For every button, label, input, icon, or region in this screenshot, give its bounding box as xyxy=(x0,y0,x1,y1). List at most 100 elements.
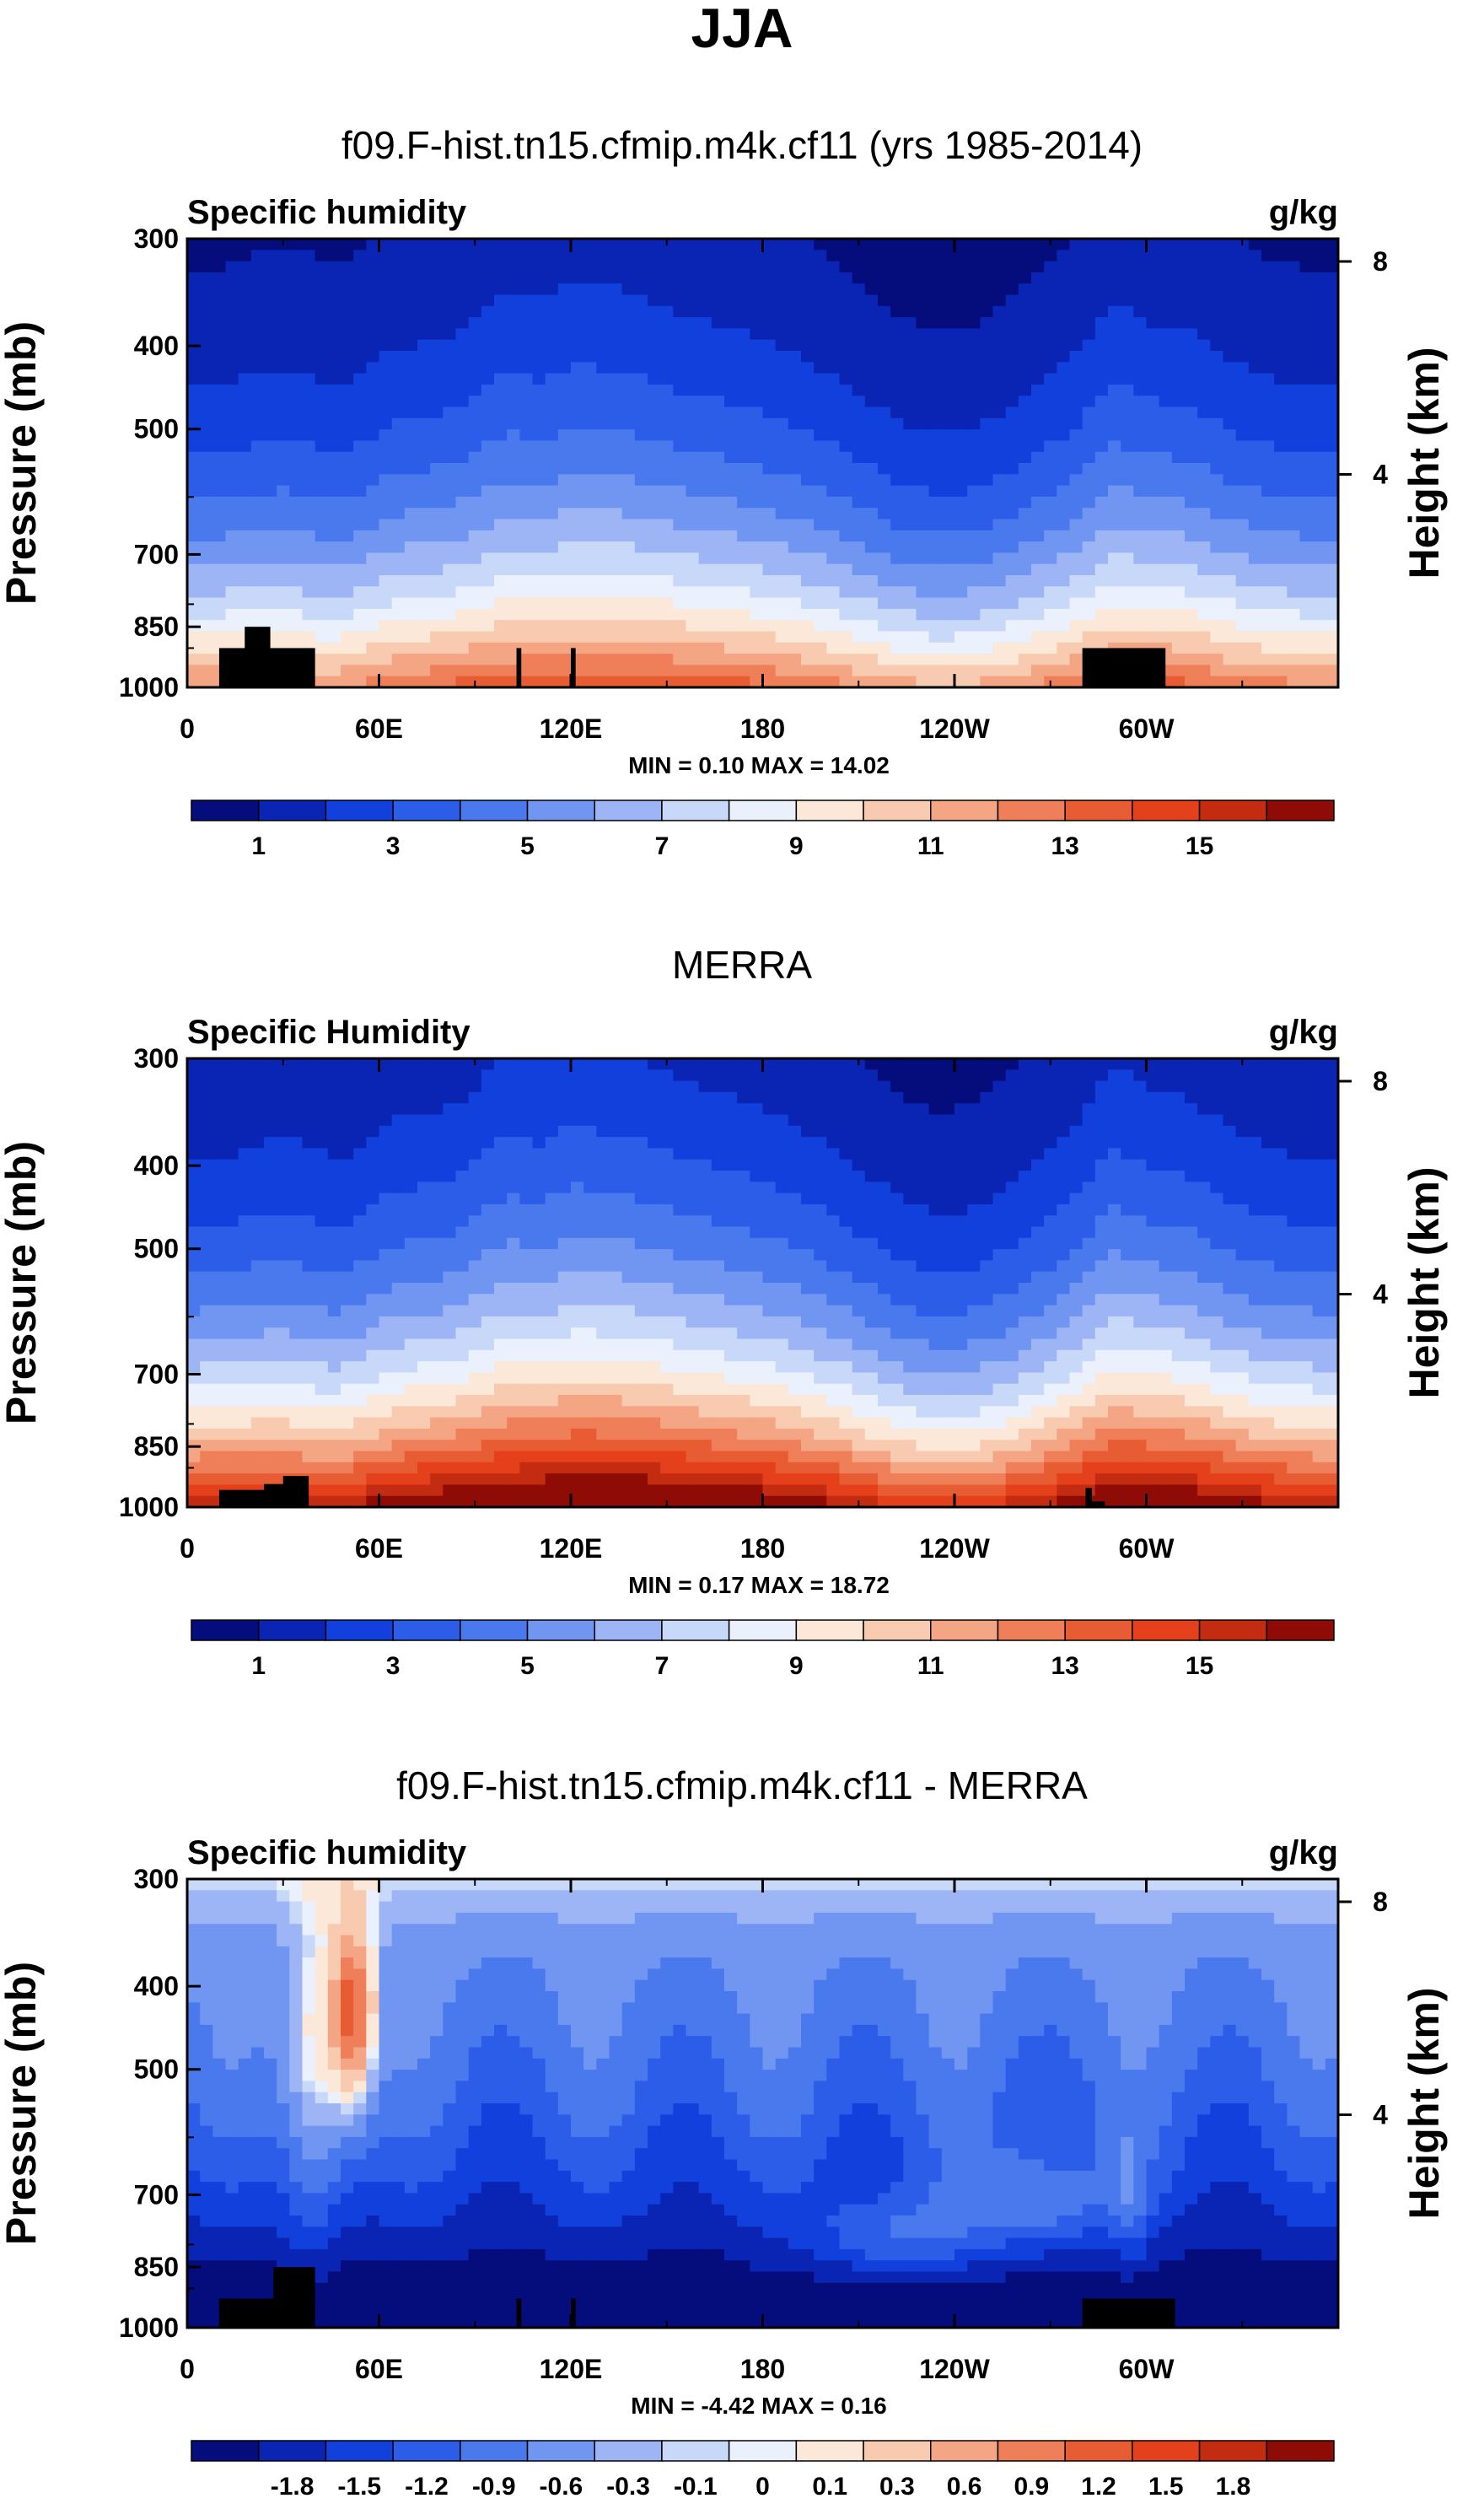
heatmap-cell xyxy=(954,463,968,475)
heatmap-cell xyxy=(327,1440,341,1452)
heatmap-cell xyxy=(430,1058,444,1070)
heatmap-cell xyxy=(277,552,290,565)
heatmap-cell xyxy=(353,654,367,665)
heatmap-cell xyxy=(404,1406,418,1419)
heatmap-cell xyxy=(557,1080,572,1093)
heatmap-cell xyxy=(417,384,431,396)
heatmap-cell xyxy=(1146,407,1160,419)
heatmap-cell xyxy=(648,451,661,464)
heatmap-cell xyxy=(315,440,329,453)
heatmap-cell xyxy=(366,631,380,643)
heatmap-cell xyxy=(391,1451,406,1463)
heatmap-cell xyxy=(648,283,661,296)
heatmap-cell xyxy=(852,451,866,464)
heatmap-cell xyxy=(315,631,329,643)
heatmap-cell xyxy=(519,1103,534,1116)
heatmap-cell xyxy=(1210,575,1224,587)
heatmap-cell xyxy=(315,1484,329,1497)
heatmap-cell xyxy=(302,384,316,396)
heatmap-cell xyxy=(532,1103,546,1116)
heatmap-cell xyxy=(250,1226,265,1239)
heatmap-cell xyxy=(327,283,341,296)
heatmap-cell xyxy=(519,1338,534,1351)
heatmap-cell xyxy=(1325,407,1339,419)
heatmap-cell xyxy=(404,541,418,553)
heatmap-cell xyxy=(417,1495,431,1508)
heatmap-cell xyxy=(1133,384,1148,396)
heatmap-cell xyxy=(341,563,354,576)
heatmap-cell xyxy=(814,608,827,621)
heatmap-cell xyxy=(928,373,943,385)
heatmap-cell xyxy=(980,552,994,565)
heatmap-cell xyxy=(1121,575,1134,587)
heatmap-cell xyxy=(302,597,316,610)
heatmap-cell xyxy=(277,1091,290,1104)
heatmap-cell xyxy=(494,563,508,576)
heatmap-cell xyxy=(621,317,636,329)
heatmap-cell xyxy=(391,417,406,430)
heatmap-cell xyxy=(571,1327,584,1340)
min-max-label: MIN = 0.10 MAX = 14.02 xyxy=(628,752,890,778)
heatmap-cell xyxy=(1261,620,1275,633)
heatmap-cell xyxy=(686,362,700,374)
variable-label: Specific Humidity xyxy=(187,1014,470,1051)
heatmap-cell xyxy=(864,665,879,677)
heatmap-cell xyxy=(366,530,380,542)
heatmap-cell xyxy=(967,620,981,633)
heatmap-cell xyxy=(814,305,827,318)
heatmap-cell xyxy=(455,1159,470,1171)
heatmap-cell xyxy=(366,396,380,408)
heatmap-cell xyxy=(519,1171,534,1182)
heatmap-cell xyxy=(1108,373,1121,385)
heatmap-cell xyxy=(571,1069,584,1082)
heatmap-cell xyxy=(1146,261,1160,273)
heatmap-cell xyxy=(941,665,955,677)
heatmap-cell xyxy=(1133,283,1148,296)
heatmap-cell xyxy=(264,508,277,520)
heatmap-cell xyxy=(814,250,827,262)
heatmap-cell xyxy=(494,552,508,565)
heatmap-cell xyxy=(430,1271,444,1284)
heatmap-cell xyxy=(289,1294,304,1306)
heatmap-cell xyxy=(417,1451,431,1463)
heatmap-cell xyxy=(775,339,789,352)
heatmap-cell xyxy=(289,328,304,341)
heatmap-cell xyxy=(379,575,393,587)
heatmap-cell xyxy=(890,608,904,621)
heatmap-cell xyxy=(1312,631,1326,643)
heatmap-cell xyxy=(1108,552,1121,565)
heatmap-cell xyxy=(379,1237,393,1250)
heatmap-cell xyxy=(264,552,277,565)
heatmap-cell xyxy=(557,440,572,453)
heatmap-cell xyxy=(443,1451,457,1463)
heatmap-cell xyxy=(327,1080,341,1093)
heatmap-cell xyxy=(724,642,738,654)
heatmap-cell xyxy=(532,1327,546,1340)
heatmap-cell xyxy=(327,1283,341,1295)
heatmap-cell xyxy=(762,597,777,610)
heatmap-cell xyxy=(353,1327,367,1340)
heatmap-cell xyxy=(468,384,482,396)
heatmap-cell xyxy=(519,508,534,520)
heatmap-cell xyxy=(379,283,393,296)
heatmap-cell xyxy=(277,272,290,284)
heatmap-cell xyxy=(1210,373,1224,385)
heatmap-cell xyxy=(557,575,572,587)
heatmap-cell xyxy=(596,317,610,329)
heatmap-cell xyxy=(864,519,879,531)
heatmap-cell xyxy=(455,1338,470,1351)
heatmap-cell xyxy=(916,631,930,643)
heatmap-cell xyxy=(404,1148,418,1160)
heatmap-cell xyxy=(289,1114,304,1127)
heatmap-cell xyxy=(1146,620,1160,633)
heatmap-cell xyxy=(1312,586,1326,599)
heatmap-cell xyxy=(864,328,879,341)
heatmap-cell xyxy=(673,261,687,273)
heatmap-cell xyxy=(327,1159,341,1171)
heatmap-cell xyxy=(967,631,981,643)
heatmap-cell xyxy=(507,1137,520,1149)
heatmap-cell xyxy=(1223,575,1237,587)
heatmap-cell xyxy=(980,474,994,487)
heatmap-cell xyxy=(583,586,597,599)
heatmap-cell xyxy=(238,1215,252,1228)
